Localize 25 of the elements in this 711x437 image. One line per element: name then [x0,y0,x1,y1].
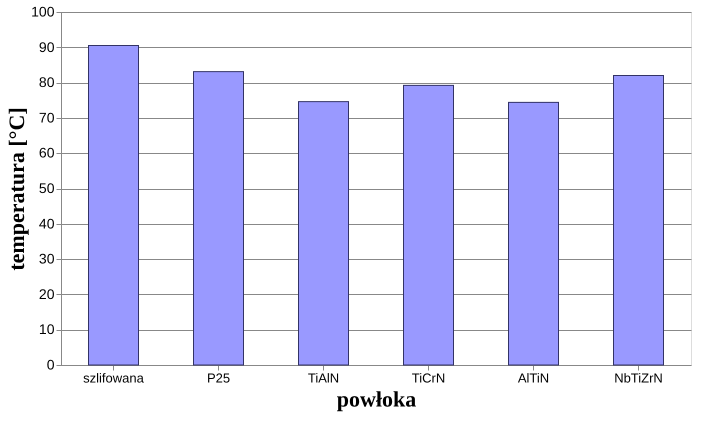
x-tick-label: TiCrN [412,370,446,386]
bar [613,75,664,366]
bar [298,101,349,366]
x-tick-label: P25 [206,370,230,386]
bar [403,84,454,366]
x-tick-label: szlifowana [83,370,145,386]
y-tick-label: 100 [31,4,55,20]
y-tick-label: 30 [38,250,55,267]
y-tick-label: 50 [38,180,55,196]
y-axis-title: temperatura [°C] [4,107,30,271]
x-tick-label: NbTiZrN [614,370,663,386]
y-tick-label: 20 [38,286,55,302]
y-tick-label: 90 [38,38,55,55]
y-tick-label: 70 [38,109,55,126]
y-tick-label: 40 [38,215,55,232]
x-axis-title: powłoka [336,386,416,412]
y-tick-label: 0 [46,356,55,372]
x-tick-label: TiAlN [308,370,340,386]
y-tick-label: 10 [38,321,55,338]
bar [508,102,559,366]
x-tick-label: AlTiN [518,370,550,386]
bar [193,71,244,366]
bar [88,45,139,366]
y-tick-label: 60 [38,144,55,161]
y-tick-label: 80 [38,74,55,90]
